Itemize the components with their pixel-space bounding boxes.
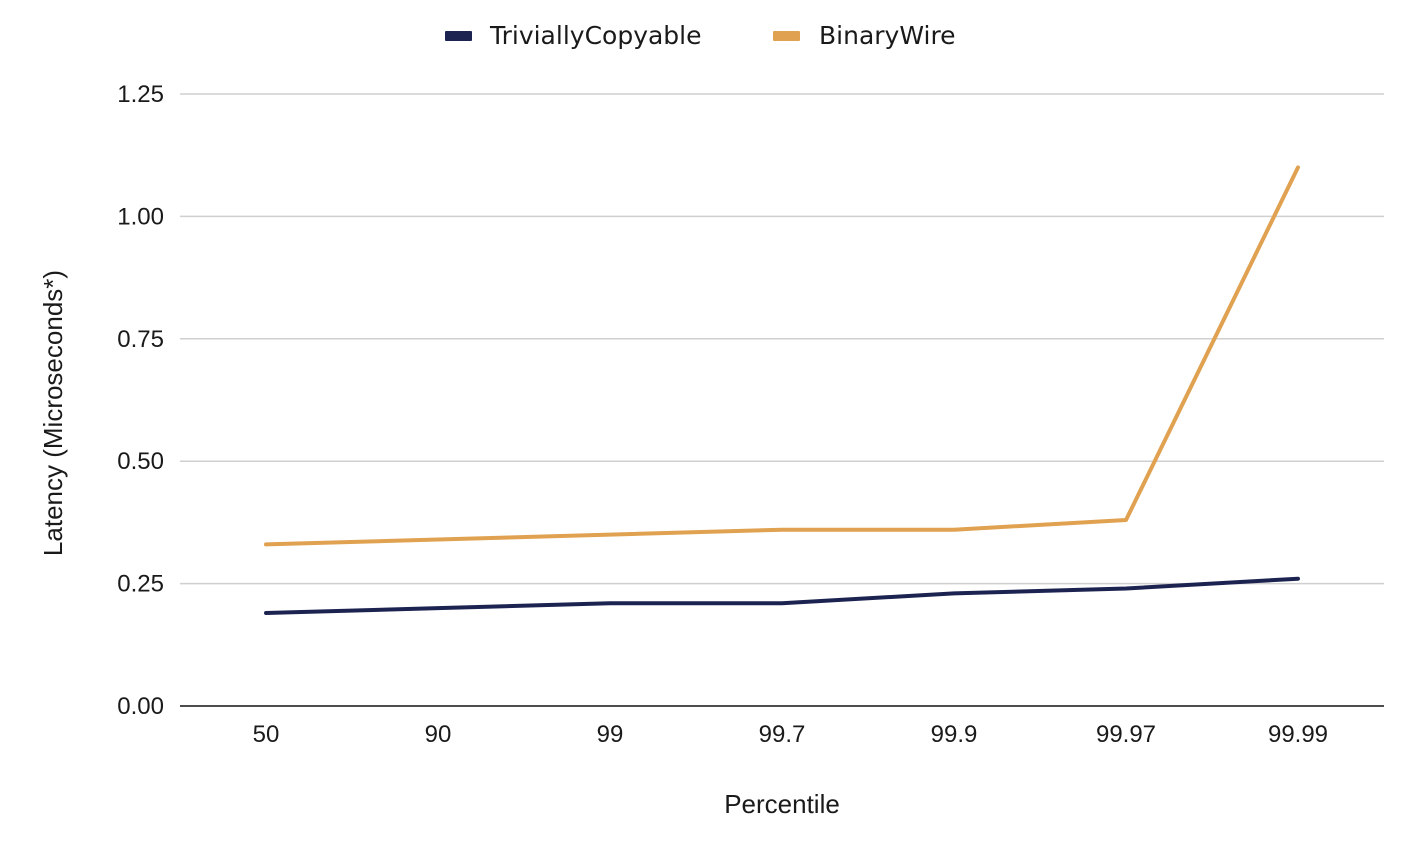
legend-label-binary-wire: BinaryWire [819,21,956,50]
x-axis-tick-labels: 50 90 99 99.7 99.9 99.97 99.99 [253,721,1328,748]
y-tick-label: 1.00 [117,203,164,230]
series-lines [264,165,1300,615]
x-tick-label: 50 [253,721,280,748]
y-tick-label: 1.25 [117,81,164,108]
y-tick-label: 0.25 [117,571,164,598]
legend: TriviallyCopyable BinaryWire [445,21,956,50]
legend-swatch-binary-wire [773,31,800,41]
series-line-trivially-copyable [264,576,1300,615]
y-tick-label: 0.75 [117,326,164,353]
y-axis-tick-labels: 0.00 0.25 0.50 0.75 1.00 1.25 [117,81,164,720]
series-line-binary-wire [264,165,1300,547]
legend-label-trivially-copyable: TriviallyCopyable [489,21,702,50]
x-tick-label: 99.7 [759,721,806,748]
y-axis-title: Latency (Microseconds*) [38,270,68,556]
x-tick-label: 99.97 [1096,721,1156,748]
x-tick-label: 99.99 [1268,721,1328,748]
x-tick-label: 99.9 [931,721,978,748]
x-tick-label: 90 [425,721,452,748]
y-tick-label: 0.00 [117,693,164,720]
legend-swatch-trivially-copyable [445,31,472,41]
y-tick-label: 0.50 [117,448,164,475]
gridlines [180,93,1384,707]
x-tick-label: 99 [597,721,624,748]
x-axis-title: Percentile [724,789,840,819]
